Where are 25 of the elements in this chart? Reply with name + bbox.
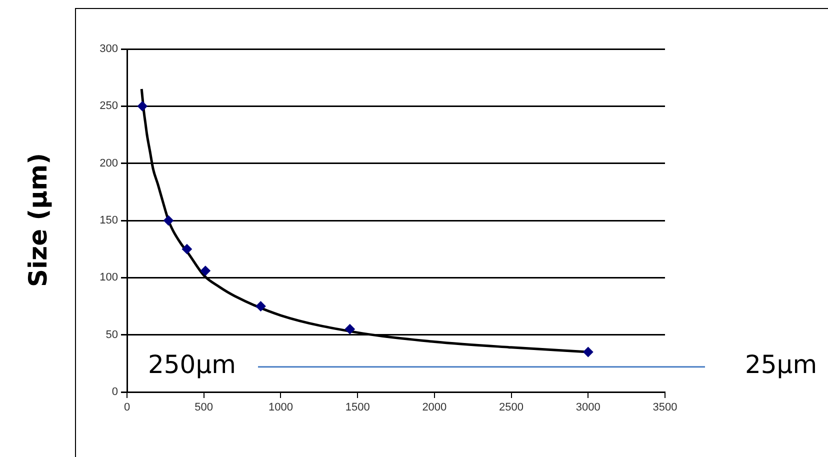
point bbox=[182, 244, 192, 254]
point bbox=[164, 216, 174, 226]
y-tick-label: 0 bbox=[112, 386, 118, 398]
y-tick-label: 50 bbox=[106, 328, 118, 341]
x-tick-label: 500 bbox=[194, 402, 214, 414]
y-tick-label: 300 bbox=[100, 43, 118, 56]
point bbox=[583, 346, 594, 357]
x-tick-label: 2000 bbox=[422, 402, 447, 414]
y-axis-title: Size (µm) bbox=[24, 152, 52, 288]
x-tick-label: 0 bbox=[124, 402, 130, 414]
x-tick-label: 1500 bbox=[345, 402, 370, 414]
point bbox=[256, 301, 266, 312]
x-tick-label: 1000 bbox=[268, 402, 293, 414]
y-tick-label: 250 bbox=[100, 100, 118, 112]
text: 25µm bbox=[745, 350, 818, 379]
x-tick-label: 3500 bbox=[652, 402, 678, 414]
point bbox=[344, 324, 355, 334]
annotation: 250µm bbox=[148, 350, 236, 379]
point bbox=[137, 101, 148, 112]
y-tick-label: 100 bbox=[100, 272, 118, 284]
y-tick-label: 150 bbox=[100, 214, 118, 227]
y-tick-label: 200 bbox=[100, 157, 118, 170]
point bbox=[200, 266, 210, 276]
x-tick-label: 2500 bbox=[499, 402, 524, 414]
x-tick-label: 3000 bbox=[576, 402, 600, 414]
